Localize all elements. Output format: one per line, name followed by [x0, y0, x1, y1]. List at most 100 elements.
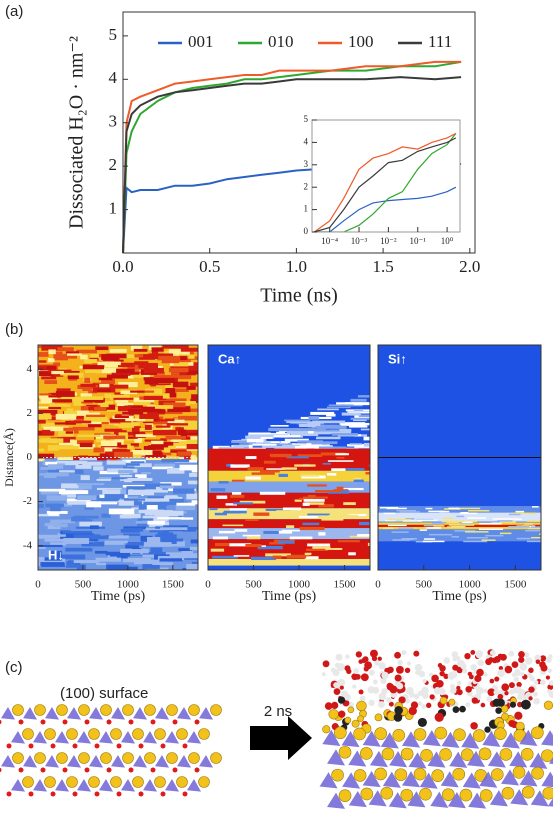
heat-cell — [106, 564, 128, 570]
heat-cell — [107, 555, 117, 560]
heat-cell — [216, 495, 228, 499]
heat-cell — [305, 510, 331, 514]
heat-cell — [263, 530, 279, 534]
tetrahedron — [121, 779, 135, 792]
heat-cell — [106, 460, 126, 465]
atom — [517, 693, 525, 701]
heat-cell — [285, 525, 295, 529]
heat-cell — [359, 521, 370, 526]
atom — [487, 688, 496, 697]
heat-cell — [180, 347, 198, 352]
heat-cell — [281, 467, 297, 470]
heat-cell — [40, 365, 57, 371]
x-tick-label: 1500 — [162, 579, 185, 591]
heat-cell — [148, 353, 159, 360]
heat-cell — [116, 368, 135, 374]
atom — [116, 791, 122, 797]
y-tick-label: 5 — [304, 114, 309, 124]
heat-cell — [282, 444, 307, 448]
heat-cell — [38, 456, 45, 462]
tetrahedron — [55, 731, 69, 744]
tetrahedron — [23, 755, 37, 768]
atom — [408, 706, 417, 716]
heat-cell — [248, 432, 271, 436]
heat-cell — [360, 428, 370, 431]
heat-cell — [327, 460, 354, 462]
heatmap — [208, 345, 370, 570]
atom — [493, 655, 501, 663]
heat-cell — [145, 486, 163, 493]
heat-cell — [82, 364, 104, 370]
atom — [28, 743, 34, 749]
atom — [351, 719, 360, 728]
atom — [40, 719, 46, 725]
atom — [40, 767, 46, 773]
x-axis-label: Time (ns) — [260, 285, 338, 307]
tetrahedron — [482, 730, 501, 747]
heat-cell — [58, 430, 74, 437]
atom — [18, 767, 24, 773]
heat-cell — [451, 536, 460, 538]
heat-cell — [226, 463, 234, 467]
heat-cell — [441, 520, 465, 523]
heat-cell — [155, 378, 176, 384]
heat-cell — [122, 411, 129, 415]
atom — [160, 743, 166, 749]
heat-cell — [134, 413, 142, 419]
heat-cell — [191, 394, 198, 401]
atom — [419, 787, 432, 801]
atom — [532, 691, 538, 697]
atom — [429, 694, 435, 700]
heat-cell — [126, 463, 140, 466]
heat-cell — [125, 544, 140, 551]
atom — [78, 704, 90, 716]
heatmap-chart: Si↑ 0 500 1000 1500 Time (ps) — [375, 344, 542, 604]
heat-cell — [516, 537, 531, 540]
tetrahedron — [402, 731, 421, 748]
tetrahedron — [155, 755, 169, 768]
heat-cell — [131, 507, 154, 514]
atom — [465, 685, 472, 693]
series-line — [313, 132, 457, 232]
heat-cell — [322, 430, 352, 434]
heat-cell — [353, 479, 364, 483]
heat-cell — [111, 372, 131, 376]
heat-cell — [178, 415, 197, 421]
heat-cell — [55, 391, 75, 398]
tetrahedron — [327, 749, 346, 766]
heat-cell — [209, 508, 218, 511]
y-tick-label: 1 — [304, 204, 309, 214]
heat-cell — [210, 548, 225, 552]
atom — [172, 719, 178, 725]
heat-cell — [65, 351, 79, 354]
heat-cell — [357, 395, 370, 398]
atom — [44, 728, 56, 740]
heat-cell — [167, 406, 191, 413]
atom — [450, 671, 458, 679]
heat-cell — [345, 402, 370, 406]
tetrahedron — [89, 707, 103, 720]
heat-cell — [348, 552, 356, 556]
panel-label: (a) — [5, 3, 23, 20]
heat-cell — [80, 475, 90, 481]
heat-cell — [524, 523, 534, 525]
heat-cell — [79, 521, 102, 527]
heat-cell — [102, 447, 117, 453]
heat-cell — [139, 413, 159, 419]
atom — [452, 767, 466, 781]
atom — [381, 690, 387, 696]
heat-cell — [104, 540, 128, 544]
legend-label: 010 — [268, 32, 294, 51]
atom — [496, 698, 505, 707]
atom — [404, 667, 411, 674]
y-tick-label: 2 — [304, 181, 309, 191]
atom — [172, 767, 178, 773]
heat-cell — [165, 398, 187, 402]
heat-cell — [93, 447, 105, 453]
atom — [357, 715, 364, 723]
atom — [547, 668, 553, 673]
heat-cell — [159, 527, 188, 531]
heat-cell — [82, 388, 92, 391]
atom — [504, 665, 513, 674]
heat-cell — [98, 476, 112, 480]
